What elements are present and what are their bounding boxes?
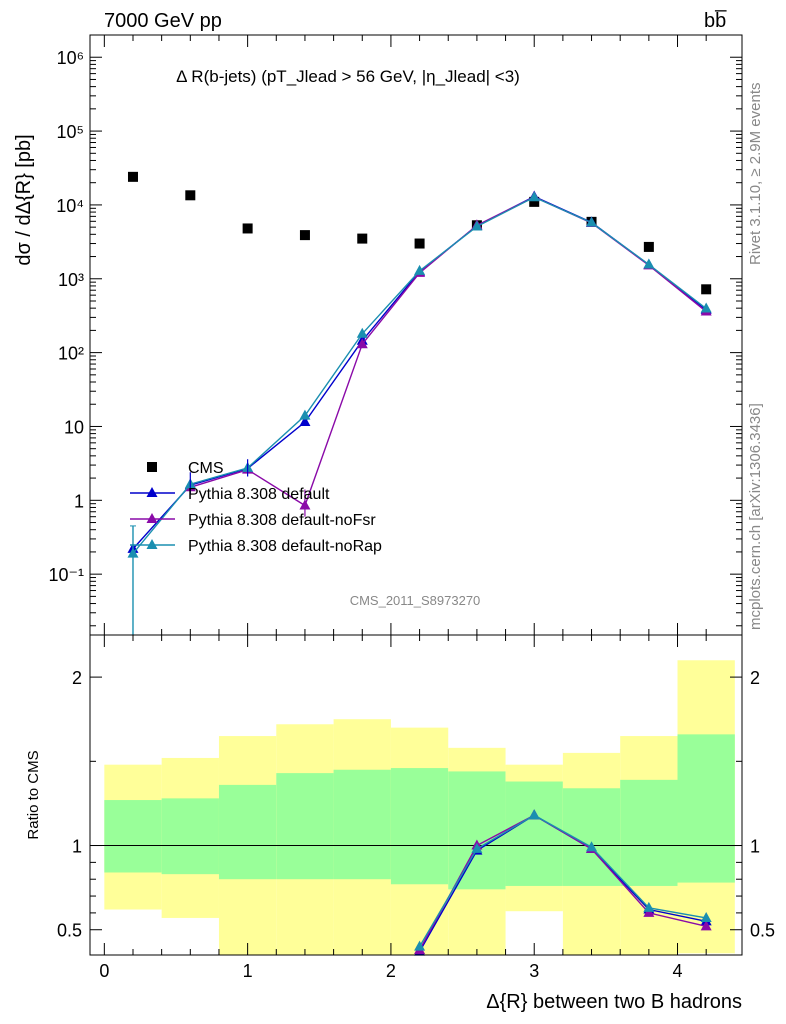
legend-label: Pythia 8.308 default-noFsr [188, 512, 376, 529]
mc-point-3 [643, 258, 655, 269]
ratio-line-1 [418, 814, 707, 951]
mc-point-3 [586, 216, 598, 227]
y-tick-label: 10⁵ [57, 122, 84, 142]
mc-line-2 [190, 196, 707, 507]
mc-point-3 [414, 264, 426, 275]
ratio-point-1 [643, 906, 655, 917]
y-tick-label: 10⁶ [57, 48, 84, 68]
ratio-y-label: Ratio to CMS [25, 750, 42, 839]
watermark: CMS_2011_S8973270 [350, 593, 481, 608]
y-tick-label: 10⁴ [56, 196, 84, 216]
band-inner [104, 800, 162, 873]
mc-point-2 [356, 338, 368, 349]
legend-marker [146, 539, 158, 549]
ratio-y-tick-label: 1 [72, 837, 82, 857]
cms-data-point [185, 190, 196, 201]
legend-marker-cms [147, 462, 157, 472]
ratio-y-tick-label: 0.5 [57, 921, 82, 941]
cms-data-point [701, 284, 712, 295]
x-tick-label: 2 [386, 961, 396, 981]
header-left: 7000 GeV pp [104, 10, 222, 32]
ratio-point-2 [414, 940, 426, 951]
mc-point-3 [299, 409, 311, 420]
y-tick-label: 10 [64, 417, 84, 437]
rivet-label: Rivet 3.1.10, ≥ 2.9M events [747, 83, 764, 266]
main-panel: Δ R(b-jets) (pT_Jlead > 56 GeV, |η_Jlead… [13, 34, 743, 636]
cms-data-point [643, 241, 654, 252]
mc-point-3 [528, 191, 540, 202]
ratio-point-2 [700, 911, 712, 922]
ratio-frame [89, 634, 743, 956]
mc-point-3 [700, 302, 712, 313]
band-inner [677, 734, 735, 883]
x-tick-label: 3 [529, 961, 539, 981]
cms-data-point [242, 223, 253, 234]
band-inner [218, 784, 277, 880]
cms-data-point [127, 171, 138, 182]
x-axis-label: Δ{R} between two B hadrons [486, 991, 742, 1013]
ratio-panel: 0.5 0.5 1 1 2 2 0 1 2 3 4 Ratio to CMS Δ{R} betwee… [25, 634, 775, 1013]
y-axis-label: dσ / dΔ{R} [pb] [13, 134, 35, 265]
band-inner [276, 773, 334, 880]
header-right: bb̅ [704, 9, 727, 32]
ratio-y-tick-label-right: 0.5 [750, 921, 775, 941]
ratio-y-tick-label-right: 1 [750, 837, 760, 857]
x-tick-label: 1 [243, 961, 253, 981]
y-tick-label: 1 [74, 491, 84, 511]
mc-point-1 [299, 415, 311, 426]
ratio-y-tick-label-right: 2 [750, 668, 760, 688]
legend-marker [146, 487, 158, 497]
y-tick-label: 10⁻¹ [48, 565, 84, 585]
cms-data-point [299, 230, 310, 241]
legend-label: Pythia 8.308 default-noRap [188, 538, 382, 555]
mc-point-3 [471, 220, 483, 231]
cms-data-point [357, 233, 368, 244]
band-inner [620, 779, 678, 886]
band-inner [161, 798, 219, 875]
ratio-point-2 [471, 842, 483, 853]
y-tick-label: 10³ [58, 270, 84, 290]
legend: CMS Pythia 8.308 default Pythia 8.308 defa… [130, 460, 382, 555]
x-tick-label: 4 [673, 961, 683, 981]
main-title: Δ R(b-jets) (pT_Jlead > 56 GeV, |η_Jlead… [176, 67, 520, 86]
legend-marker [146, 513, 158, 523]
ratio-y-tick-label: 2 [72, 668, 82, 688]
ratio-point-1 [700, 920, 712, 931]
cms-data-point [529, 196, 540, 207]
band-inner [333, 769, 391, 880]
mc-point-3 [356, 327, 368, 338]
band-inner [505, 781, 563, 886]
x-tick-label: 0 [99, 961, 109, 981]
band-inner [390, 768, 449, 885]
ratio-point-2 [586, 841, 598, 852]
cms-data-point [414, 238, 425, 249]
ratio-point-2 [643, 901, 655, 912]
legend-label: CMS [188, 460, 224, 477]
legend-label: Pythia 8.308 default [188, 486, 330, 503]
y-tick-label: 10² [58, 344, 84, 364]
band-inner [448, 771, 506, 890]
ratio-line-2 [418, 814, 707, 947]
ratio-point-2 [528, 809, 540, 820]
mcplots-label: mcplots.cern.ch [arXiv:1306.3436] [747, 403, 764, 630]
